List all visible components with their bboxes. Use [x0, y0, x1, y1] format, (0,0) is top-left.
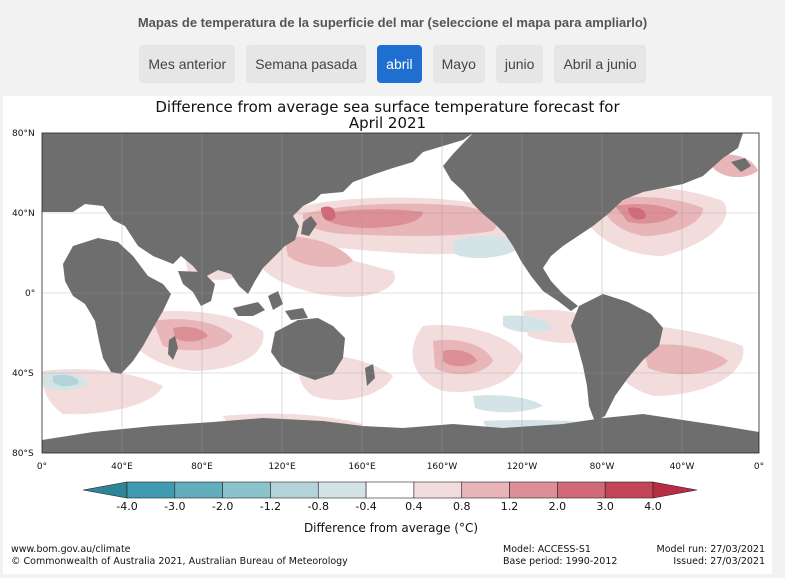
madagascar [168, 336, 178, 360]
tab-previous-month[interactable]: Mes anterior [139, 45, 236, 83]
lon-label: 40°W [670, 462, 695, 472]
colorbar-tick-label: -4.0 [116, 500, 137, 513]
colorbar-extend-low [82, 481, 128, 499]
footer-model-run: Model run: 27/03/2021 [656, 544, 765, 555]
colorbar-segment [126, 481, 176, 499]
colorbar-ticks: -4.0 -3.0 -2.0 -1.2 -0.8 -0.4 0.4 0.8 1.2 2.0 3.0 4… [116, 500, 661, 513]
footer-site: www.bom.gov.au/climate [11, 544, 131, 555]
colorbar-tick-label: -3.0 [164, 500, 185, 513]
colorbar-segment [557, 481, 606, 499]
colorbar-segment [365, 481, 415, 499]
colorbar-segment [509, 481, 558, 499]
lon-label: 160°W [427, 462, 458, 472]
footer-model-info: Model: ACCESS-S1 Base period: 1990-2012 [503, 544, 617, 568]
colorbar-tick-label: -0.8 [308, 500, 329, 513]
lon-label: 160°E [348, 462, 376, 472]
map-title: Difference from average sea surface temp… [3, 99, 772, 131]
colorbar-segment [413, 481, 463, 499]
tab-april-to-june[interactable]: Abril a junio [554, 45, 646, 83]
colorbar-tick-label: -1.2 [260, 500, 281, 513]
map-period-tabs: Mes anterior Semana pasada abril Mayo ju… [0, 45, 785, 83]
colorbar-tick-label: 3.0 [596, 500, 614, 513]
lat-label-40s: 40°S [12, 369, 34, 379]
lon-label: 80°W [590, 462, 615, 472]
footer-copyright: © Commonwealth of Australia 2021, Austra… [11, 556, 348, 567]
lat-label-80n: 80°N [12, 129, 35, 139]
lon-label: 120°E [268, 462, 296, 472]
graticule [42, 133, 759, 453]
colorbar-tick-label: 1.2 [501, 500, 519, 513]
colorbar-segment [270, 481, 319, 499]
africa [63, 238, 171, 374]
colorbar-segment [222, 481, 271, 499]
greenland [643, 133, 723, 170]
colorbar-tick-label: 0.8 [453, 500, 471, 513]
iceland [731, 158, 751, 172]
footer-issued: Issued: 27/03/2021 [673, 556, 765, 567]
page-title: Mapas de temperatura de la superficie de… [137, 15, 648, 30]
colorbar-tick-label: 4.0 [644, 500, 662, 513]
map-figure: 80°N 40°N 0° 40°S 80°S 0° 40°E 80°E 120°… [12, 129, 764, 535]
lon-label: 0° [37, 462, 47, 472]
colorbar-segment [317, 481, 367, 499]
sst-forecast-map[interactable]: Difference from average sea surface temp… [3, 96, 772, 574]
colorbar [82, 481, 698, 499]
footer-base-period: Base period: 1990-2012 [503, 556, 618, 567]
new-zealand [365, 364, 375, 386]
colorbar-segment [604, 481, 654, 499]
land-masses [42, 133, 759, 453]
lon-label: 80°E [191, 462, 213, 472]
footer-model: Model: ACCESS-S1 [503, 544, 591, 555]
colorbar-tick-label: -0.4 [355, 500, 376, 513]
south-america [571, 294, 663, 422]
anomaly-layer [42, 135, 758, 441]
map-frame [41, 132, 760, 454]
tab-may[interactable]: Mayo [432, 45, 485, 83]
india [178, 271, 215, 306]
colorbar-tick-label: 0.4 [405, 500, 423, 513]
lon-label: 0° [754, 462, 764, 472]
map-title-line1: Difference from average sea surface temp… [155, 98, 620, 116]
tab-last-week[interactable]: Semana pasada [246, 45, 367, 83]
colorbar-label: Difference from average (°C) [304, 521, 478, 535]
colorbar-segment [174, 481, 223, 499]
colorbar-tick-label: -2.0 [212, 500, 233, 513]
map-title-line2: April 2021 [348, 114, 427, 132]
lat-label-80s: 80°S [12, 449, 34, 459]
north-america [443, 133, 743, 311]
colorbar-segment [461, 481, 510, 499]
footer-run-info: Model run: 27/03/2021 Issued: 27/03/2021 [651, 544, 765, 568]
lon-label: 120°W [507, 462, 538, 472]
tab-april[interactable]: abril [377, 45, 422, 83]
australia [271, 318, 345, 380]
colorbar-tick-label: 2.0 [549, 500, 567, 513]
lon-label: 40°E [111, 462, 133, 472]
indonesia [233, 291, 308, 320]
antarctica [42, 414, 759, 453]
tab-june[interactable]: junio [495, 45, 544, 83]
footer-source: www.bom.gov.au/climate © Commonwealth of… [11, 544, 348, 568]
lat-label-40n: 40°N [12, 209, 35, 219]
eurasia [42, 133, 473, 294]
lat-label-0: 0° [25, 289, 35, 299]
colorbar-extend-high [652, 481, 698, 499]
japan [301, 216, 317, 236]
